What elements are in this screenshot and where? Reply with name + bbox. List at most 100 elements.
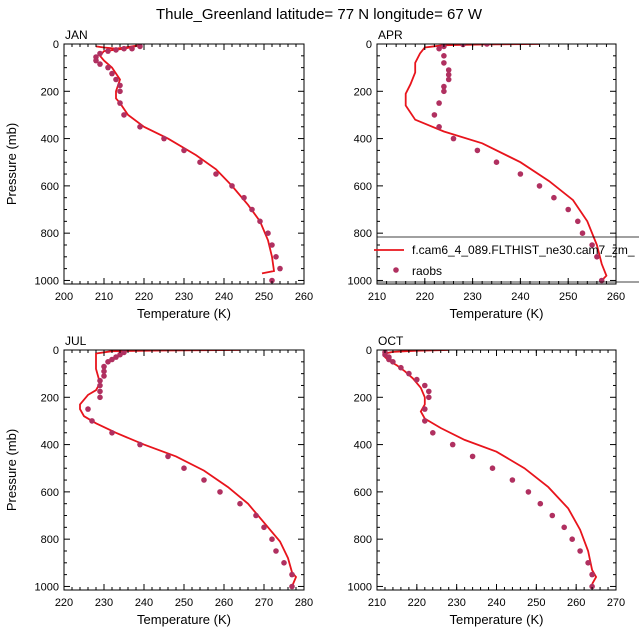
- obs-point: [589, 242, 595, 248]
- obs-point: [445, 67, 452, 73]
- x-tick-label: 260: [567, 597, 585, 609]
- y-tick-label: 800: [354, 534, 372, 546]
- panel-label: APR: [378, 28, 403, 42]
- obs-point: [217, 489, 223, 495]
- y-tick-label: 1000: [348, 581, 372, 593]
- obs-point: [97, 50, 103, 57]
- x-tick-label: 220: [416, 291, 434, 303]
- obs-point: [137, 124, 143, 130]
- obs-point: [469, 453, 476, 460]
- y-tick-label: 0: [366, 39, 372, 51]
- x-tick-label: 260: [295, 291, 313, 303]
- obs-point: [551, 194, 557, 201]
- obs-point: [273, 548, 279, 554]
- obs-point: [261, 524, 267, 531]
- obs-point: [575, 218, 581, 225]
- obs-point: [109, 70, 115, 77]
- obs-point: [598, 277, 605, 284]
- plot-frame: [63, 43, 305, 285]
- obs-point: [117, 100, 123, 106]
- obs-point: [97, 377, 103, 384]
- obs-point: [441, 60, 447, 66]
- obs-point: [197, 159, 203, 165]
- obs-point: [445, 71, 452, 78]
- obs-point: [105, 64, 111, 71]
- y-tick-label: 1000: [35, 581, 59, 593]
- obs-point: [105, 48, 111, 54]
- obs-point: [441, 53, 447, 59]
- x-tick-label: 230: [95, 597, 113, 609]
- obs-point: [509, 477, 516, 483]
- x-tick-label: 240: [487, 597, 505, 609]
- x-tick-label: 260: [215, 597, 233, 609]
- obs-point: [89, 418, 95, 424]
- obs-point: [101, 373, 107, 379]
- obs-point: [129, 45, 135, 52]
- x-axis-label: Temperature (K): [137, 306, 231, 321]
- obs-point: [281, 560, 287, 566]
- y-tick-label: 0: [53, 345, 59, 357]
- obs-point: [257, 218, 263, 225]
- x-tick-label: 250: [175, 597, 193, 609]
- x-tick-label: 230: [463, 291, 481, 303]
- plot-area: [382, 350, 598, 590]
- panel-apr: 210 220 230 240 250 260 0 200 400 600 800 1000 Tempe…: [348, 28, 626, 321]
- y-tick-label: 0: [366, 345, 372, 357]
- x-tick-label: 210: [95, 291, 113, 303]
- obs-point: [265, 230, 271, 236]
- obs-point: [165, 453, 171, 460]
- obs-point: [398, 364, 404, 371]
- y-tick-label: 400: [354, 440, 372, 452]
- x-tick-label: 220: [55, 597, 73, 609]
- y-tick-label: 600: [354, 487, 372, 499]
- obs-point: [569, 536, 575, 542]
- obs-point: [450, 135, 457, 142]
- obs-point: [253, 512, 259, 519]
- obs-point: [549, 512, 556, 519]
- obs-point: [97, 388, 103, 395]
- obs-point: [517, 171, 524, 177]
- plot-area: [93, 44, 283, 284]
- obs-point: [436, 100, 442, 106]
- obs-point: [93, 57, 99, 64]
- x-tick-label: 240: [511, 291, 529, 303]
- y-tick-label: 400: [41, 440, 59, 452]
- x-tick-label: 210: [368, 291, 386, 303]
- obs-point: [241, 194, 247, 201]
- panel-label: OCT: [378, 334, 404, 348]
- x-tick-label: 220: [135, 291, 153, 303]
- obs-point: [101, 368, 107, 375]
- x-tick-label: 250: [255, 291, 273, 303]
- obs-point: [484, 44, 490, 47]
- model-line: [95, 44, 276, 275]
- obs-point: [426, 394, 432, 401]
- x-axis-label: Temperature (K): [137, 612, 231, 627]
- x-axis-label: Temperature (K): [450, 306, 544, 321]
- panel-oct: 210 220 230 240 250 260 270 0 200 400 600 800 1000 Te…: [348, 334, 626, 627]
- plot-frame: [376, 349, 617, 591]
- obs-point: [406, 370, 412, 377]
- y-tick-label: 1000: [348, 275, 372, 287]
- obs-point: [493, 159, 500, 165]
- y-tick-label: 400: [41, 134, 59, 146]
- obs-point: [449, 441, 456, 448]
- obs-point: [137, 441, 143, 448]
- plot-area: [79, 350, 298, 590]
- x-tick-label: 240: [215, 291, 233, 303]
- obs-point: [436, 124, 442, 130]
- obs-point: [579, 230, 586, 236]
- obs-point: [289, 583, 295, 590]
- y-tick-label: 600: [354, 181, 372, 193]
- obs-point: [474, 147, 481, 154]
- obs-point: [181, 147, 187, 154]
- x-tick-label: 250: [559, 291, 577, 303]
- obs-point: [422, 382, 428, 389]
- obs-point: [181, 465, 187, 472]
- obs-point: [390, 359, 396, 365]
- plot-frame: [376, 43, 617, 285]
- obs-point: [113, 76, 119, 83]
- legend-obs-label: raobs: [412, 264, 442, 278]
- obs-point: [269, 536, 275, 542]
- figure-title: Thule_Greenland latitude= 77 N longitude…: [156, 6, 483, 23]
- y-tick-label: 200: [41, 86, 59, 98]
